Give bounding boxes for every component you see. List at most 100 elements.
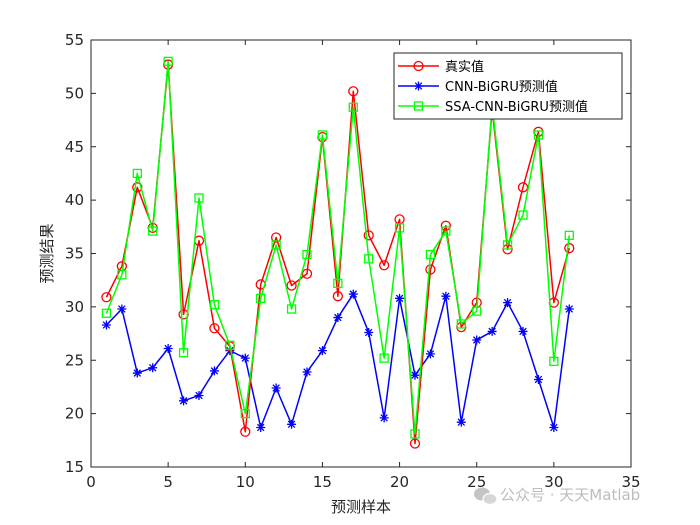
legend-marker: [413, 101, 424, 111]
data-point: [117, 304, 127, 314]
data-point: [395, 293, 405, 303]
data-point: [194, 193, 204, 203]
data-point: [409, 438, 421, 449]
data-point: [317, 346, 327, 356]
data-point: [256, 293, 266, 303]
data-point: [132, 368, 142, 378]
data-point: [441, 291, 451, 301]
data-point: [364, 254, 374, 264]
data-point: [472, 335, 482, 345]
y-tick-label: 55: [65, 31, 84, 49]
data-point: [502, 240, 513, 250]
series-line: [105, 63, 571, 445]
data-point: [209, 323, 220, 334]
data-point: [225, 340, 235, 350]
data-point: [394, 223, 405, 233]
data-point: [456, 417, 466, 427]
legend-marker: [413, 60, 424, 72]
data-point: [101, 308, 112, 318]
data-point: [425, 249, 436, 260]
data-point: [410, 429, 420, 439]
data-point: [440, 220, 452, 231]
data-point: [163, 344, 173, 354]
x-tick-label: 5: [163, 473, 173, 491]
data-point: [456, 319, 466, 329]
data-point: [379, 413, 389, 423]
data-point: [163, 56, 173, 66]
data-point: [287, 419, 297, 429]
data-point: [487, 326, 497, 336]
legend-entry: SSA-CNN-BiGRU预测值: [398, 99, 588, 115]
y-tick-label: 30: [65, 298, 84, 316]
data-point: [194, 390, 204, 400]
x-tick-label: 25: [467, 473, 486, 491]
data-point: [240, 408, 250, 419]
data-point: [533, 130, 544, 140]
y-tick-label: 35: [65, 245, 84, 263]
legend-label: SSA-CNN-BiGRU预测值: [445, 99, 588, 115]
axis-ticks: 0 5 10 15 20 25 30 35 15 20 25 30 35 40 45 50 55: [65, 31, 641, 491]
data-point: [302, 249, 312, 260]
y-tick-label: 25: [65, 351, 84, 369]
data-point: [240, 353, 250, 363]
data-point: [209, 366, 219, 376]
y-tick-label: 15: [65, 458, 84, 476]
data-point: [317, 130, 328, 140]
legend-entry: 真实值: [398, 59, 484, 75]
y-tick-label: 45: [65, 138, 84, 156]
data-point: [101, 320, 111, 330]
data-point: [286, 304, 297, 314]
x-tick-label: 10: [236, 473, 255, 491]
data-point: [363, 230, 374, 241]
watermark-text: 公众号 · 天天Matlab: [500, 486, 640, 504]
x-tick-label: 15: [313, 473, 332, 491]
legend-entry: CNN-BiGRU预测值: [398, 79, 558, 95]
data-point: [410, 370, 420, 380]
data-point: [301, 268, 313, 279]
data-point: [549, 423, 559, 433]
data-point: [425, 264, 436, 275]
data-point: [564, 304, 574, 314]
data-point: [132, 182, 143, 193]
data-point: [271, 383, 281, 393]
data-point: [256, 423, 266, 433]
legend-marker: [414, 81, 423, 91]
data-point: [564, 230, 574, 241]
data-point: [286, 280, 297, 291]
data-point: [332, 291, 344, 302]
data-point: [302, 367, 312, 377]
data-point: [517, 182, 529, 193]
data-point: [148, 226, 158, 236]
y-tick-label: 40: [65, 191, 84, 209]
data-point: [132, 168, 142, 179]
x-tick-label: 0: [86, 473, 96, 491]
x-axis-label: 预测样本: [331, 498, 391, 516]
data-point: [549, 356, 559, 366]
data-point: [378, 260, 390, 271]
legend-label: 真实值: [445, 59, 484, 75]
data-point: [179, 396, 189, 406]
data-point: [270, 232, 282, 243]
data-point: [379, 353, 389, 363]
y-tick-label: 20: [65, 405, 84, 423]
data-point: [240, 426, 251, 437]
y-axis-label: 预测结果: [38, 223, 56, 283]
x-tick-label: 30: [544, 473, 563, 491]
data-point: [117, 270, 127, 280]
data-point: [271, 240, 281, 250]
x-tick-label: 20: [390, 473, 409, 491]
data-point: [101, 292, 112, 303]
data-point: [441, 226, 451, 236]
data-point: [425, 349, 435, 359]
data-point: [148, 363, 158, 373]
data-point: [503, 298, 513, 308]
data-point: [209, 300, 220, 310]
legend: 真实值 CNN-BiGRU预测值 SSA-CNN-BiGRU预测值: [393, 52, 623, 120]
data-point: [518, 210, 528, 220]
data-point: [333, 313, 343, 323]
y-tick-label: 50: [65, 84, 84, 102]
data-point: [348, 102, 358, 112]
series-2: [101, 289, 574, 433]
x-tick-label: 35: [621, 473, 640, 491]
